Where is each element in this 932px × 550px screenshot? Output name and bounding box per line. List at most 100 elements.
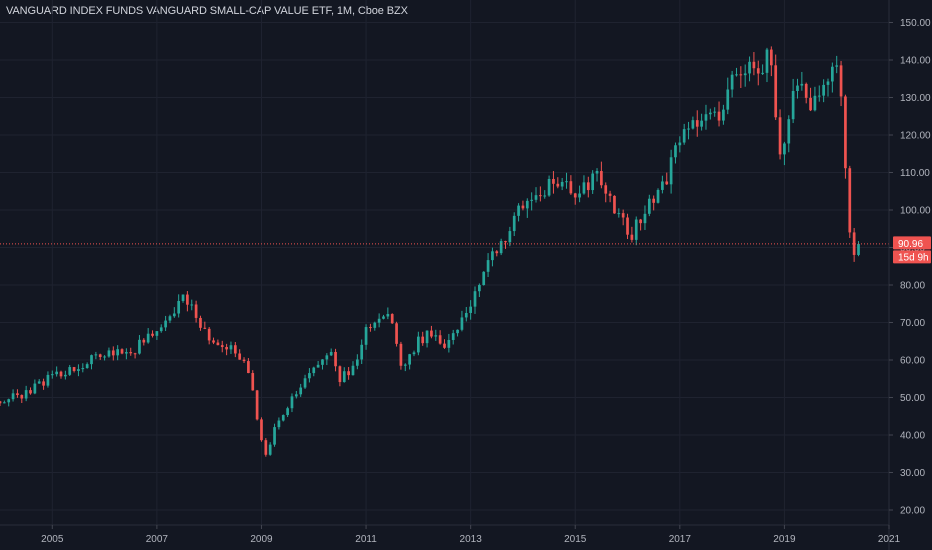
candle[interactable] <box>155 331 159 340</box>
candle[interactable] <box>33 379 37 395</box>
candle[interactable] <box>216 339 220 346</box>
candle[interactable] <box>212 337 215 345</box>
candle[interactable] <box>316 361 320 368</box>
candle[interactable] <box>229 341 233 354</box>
candle[interactable] <box>207 326 211 345</box>
candle[interactable] <box>299 383 303 397</box>
candle[interactable] <box>98 353 102 360</box>
candle[interactable] <box>386 307 390 320</box>
candle[interactable] <box>303 374 307 389</box>
candle[interactable] <box>377 313 381 328</box>
candle[interactable] <box>268 442 272 456</box>
candle[interactable] <box>351 361 355 376</box>
candle[interactable] <box>138 335 141 355</box>
candle[interactable] <box>172 307 176 318</box>
candle[interactable] <box>273 423 276 447</box>
candle[interactable] <box>242 357 246 363</box>
candle[interactable] <box>81 363 85 373</box>
candle[interactable] <box>556 177 560 189</box>
candle[interactable] <box>661 175 664 194</box>
candle[interactable] <box>835 55 839 74</box>
candle[interactable] <box>573 192 577 205</box>
candle[interactable] <box>735 67 738 77</box>
candle[interactable] <box>704 104 708 130</box>
candle[interactable] <box>438 330 442 345</box>
candle[interactable] <box>294 390 298 399</box>
candle[interactable] <box>809 87 812 112</box>
candle[interactable] <box>164 315 167 332</box>
candle[interactable] <box>408 353 411 370</box>
candle[interactable] <box>151 330 154 338</box>
candle[interactable] <box>517 203 520 222</box>
candle[interactable] <box>552 171 555 194</box>
candle[interactable] <box>425 330 429 348</box>
candle[interactable] <box>443 339 446 349</box>
candle[interactable] <box>691 116 695 130</box>
candle[interactable] <box>111 346 115 361</box>
candle[interactable] <box>678 136 682 153</box>
candle[interactable] <box>456 329 459 337</box>
candle[interactable] <box>329 348 333 357</box>
candle[interactable] <box>695 110 699 137</box>
candle[interactable] <box>72 366 76 373</box>
candle[interactable] <box>504 240 507 249</box>
candle[interactable] <box>813 86 817 112</box>
candle[interactable] <box>181 294 185 303</box>
candle[interactable] <box>120 348 124 355</box>
candle[interactable] <box>756 60 760 86</box>
candle[interactable] <box>0 400 2 406</box>
candle[interactable] <box>830 62 834 93</box>
candle[interactable] <box>708 108 712 120</box>
candle[interactable] <box>338 365 342 387</box>
candle[interactable] <box>791 78 795 124</box>
candle[interactable] <box>460 310 464 332</box>
candle[interactable] <box>133 352 137 359</box>
candle[interactable] <box>107 347 111 358</box>
candle[interactable] <box>125 348 128 360</box>
candle[interactable] <box>168 314 172 324</box>
candle[interactable] <box>382 314 385 320</box>
candle[interactable] <box>491 247 494 267</box>
candles[interactable] <box>0 46 860 457</box>
candle[interactable] <box>129 347 133 356</box>
candle[interactable] <box>778 109 782 160</box>
candle[interactable] <box>765 47 769 83</box>
candle[interactable] <box>264 438 268 457</box>
candle[interactable] <box>399 341 403 370</box>
candle[interactable] <box>464 306 468 322</box>
candle[interactable] <box>634 216 638 246</box>
candle[interactable] <box>604 182 608 203</box>
candle[interactable] <box>743 64 747 87</box>
candle[interactable] <box>560 177 564 191</box>
candle[interactable] <box>804 82 808 104</box>
candle[interactable] <box>826 78 830 97</box>
candle[interactable] <box>186 291 189 312</box>
candle[interactable] <box>255 389 259 421</box>
candle[interactable] <box>308 368 311 383</box>
candle[interactable] <box>312 366 316 377</box>
candle[interactable] <box>37 379 41 384</box>
candle[interactable] <box>478 283 481 298</box>
candle[interactable] <box>369 323 372 332</box>
candle[interactable] <box>543 190 547 199</box>
candle[interactable] <box>347 367 350 380</box>
candle[interactable] <box>103 355 106 361</box>
candle[interactable] <box>364 324 368 350</box>
candle[interactable] <box>46 371 50 388</box>
candle[interactable] <box>7 398 11 407</box>
candle[interactable] <box>50 370 54 379</box>
candle[interactable] <box>530 192 534 211</box>
candle[interactable] <box>24 385 28 402</box>
candle[interactable] <box>85 362 89 369</box>
candle[interactable] <box>700 113 703 131</box>
candle[interactable] <box>64 370 67 380</box>
candle[interactable] <box>251 370 255 391</box>
candle[interactable] <box>233 342 237 358</box>
candle[interactable] <box>473 286 477 314</box>
candle[interactable] <box>582 175 586 195</box>
price-axis[interactable]: 20.0030.0040.0050.0060.0070.0080.0090.00… <box>889 18 931 517</box>
candle[interactable] <box>578 185 581 203</box>
candle[interactable] <box>643 205 647 230</box>
candle[interactable] <box>194 300 198 323</box>
